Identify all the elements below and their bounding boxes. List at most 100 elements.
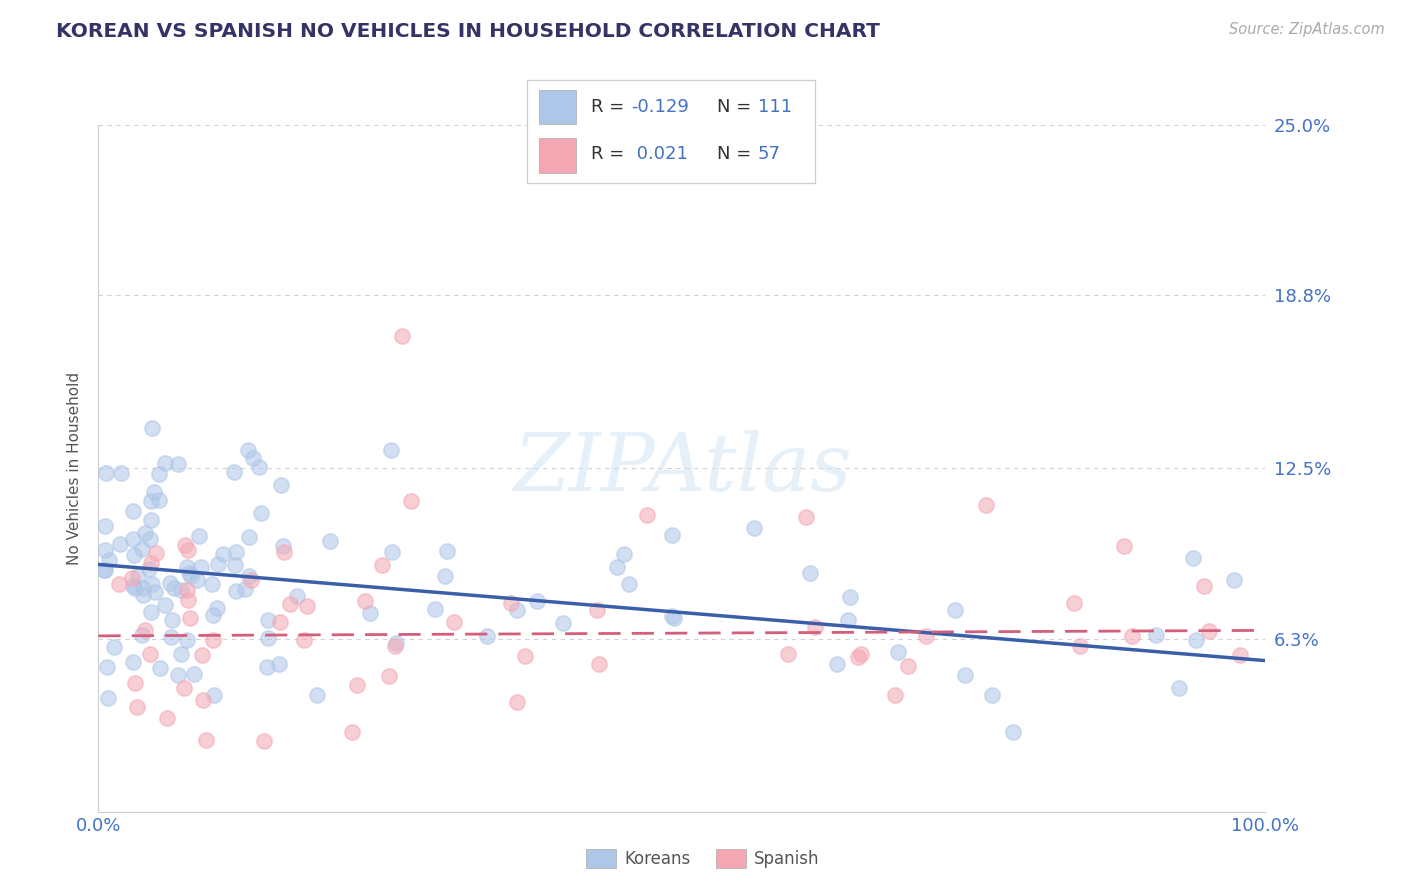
Point (247, 460, 270, 475)
Point (141, 512, 163, 526)
Text: N =: N = (717, 98, 758, 116)
Point (179, 611, 201, 625)
Point (1002, 725, 1025, 739)
Point (176, 633, 198, 648)
Point (267, 657, 290, 671)
Point (132, 588, 155, 602)
Point (253, 734, 276, 748)
Text: 0.021: 0.021 (631, 145, 688, 163)
Point (305, 688, 328, 702)
Text: N =: N = (717, 145, 758, 163)
Point (193, 693, 215, 707)
Point (201, 632, 224, 647)
Point (475, 629, 498, 643)
Point (121, 578, 143, 592)
Point (159, 630, 181, 644)
FancyBboxPatch shape (538, 137, 576, 173)
Point (551, 616, 574, 631)
Point (224, 558, 246, 573)
Point (239, 573, 262, 587)
Point (1112, 539, 1135, 553)
Point (319, 534, 342, 549)
Point (139, 532, 162, 546)
Point (176, 583, 198, 598)
Point (849, 647, 872, 661)
Point (159, 575, 181, 590)
Point (138, 562, 160, 576)
Point (97, 691, 120, 706)
Point (443, 615, 465, 630)
Point (256, 614, 278, 628)
Point (153, 456, 176, 470)
Point (139, 605, 162, 619)
Point (1167, 681, 1189, 696)
Point (132, 581, 155, 595)
Point (139, 556, 162, 570)
Point (122, 655, 145, 669)
Point (297, 599, 319, 614)
Point (191, 648, 214, 663)
Point (837, 613, 859, 627)
Point (94, 519, 117, 533)
Point (225, 545, 247, 559)
Point (195, 733, 218, 747)
Point (256, 660, 278, 674)
Point (423, 601, 446, 615)
Point (839, 590, 862, 604)
Point (887, 645, 910, 659)
Point (127, 568, 149, 582)
Text: -0.129: -0.129 (631, 98, 689, 116)
Point (506, 695, 529, 709)
Point (162, 613, 184, 627)
Point (606, 560, 628, 574)
Point (436, 544, 458, 558)
Point (108, 537, 131, 551)
Point (163, 582, 186, 596)
Point (156, 711, 179, 725)
Point (225, 583, 247, 598)
Point (744, 521, 766, 535)
Point (380, 442, 402, 457)
Point (134, 624, 156, 638)
Point (96, 660, 118, 674)
Point (381, 545, 404, 559)
Point (103, 640, 125, 655)
Point (212, 548, 235, 562)
Point (97, 553, 120, 567)
Point (122, 504, 145, 518)
Point (121, 532, 143, 546)
Point (177, 566, 200, 581)
Point (166, 668, 188, 682)
Point (1229, 648, 1251, 662)
Point (359, 606, 381, 620)
Point (242, 450, 264, 465)
Point (799, 566, 821, 581)
Point (278, 597, 301, 611)
Point (124, 581, 146, 595)
Point (149, 661, 172, 675)
Point (148, 467, 170, 482)
Point (238, 569, 260, 583)
Point (661, 609, 683, 624)
Point (124, 676, 146, 690)
Point (617, 576, 640, 591)
Point (399, 493, 422, 508)
Text: 111: 111 (758, 98, 792, 116)
Point (93, 563, 115, 577)
Point (169, 648, 191, 662)
Point (141, 577, 163, 591)
Y-axis label: No Vehicles in Household: No Vehicles in Household (67, 372, 83, 565)
Point (108, 577, 131, 591)
Point (174, 538, 197, 552)
Point (236, 443, 259, 458)
Point (346, 678, 368, 692)
Point (384, 636, 406, 650)
Point (155, 599, 177, 613)
Point (794, 509, 817, 524)
Point (249, 506, 271, 520)
Point (588, 657, 610, 671)
Point (586, 603, 609, 617)
Point (981, 689, 1004, 703)
Point (371, 558, 394, 572)
Text: Source: ZipAtlas.com: Source: ZipAtlas.com (1229, 22, 1385, 37)
